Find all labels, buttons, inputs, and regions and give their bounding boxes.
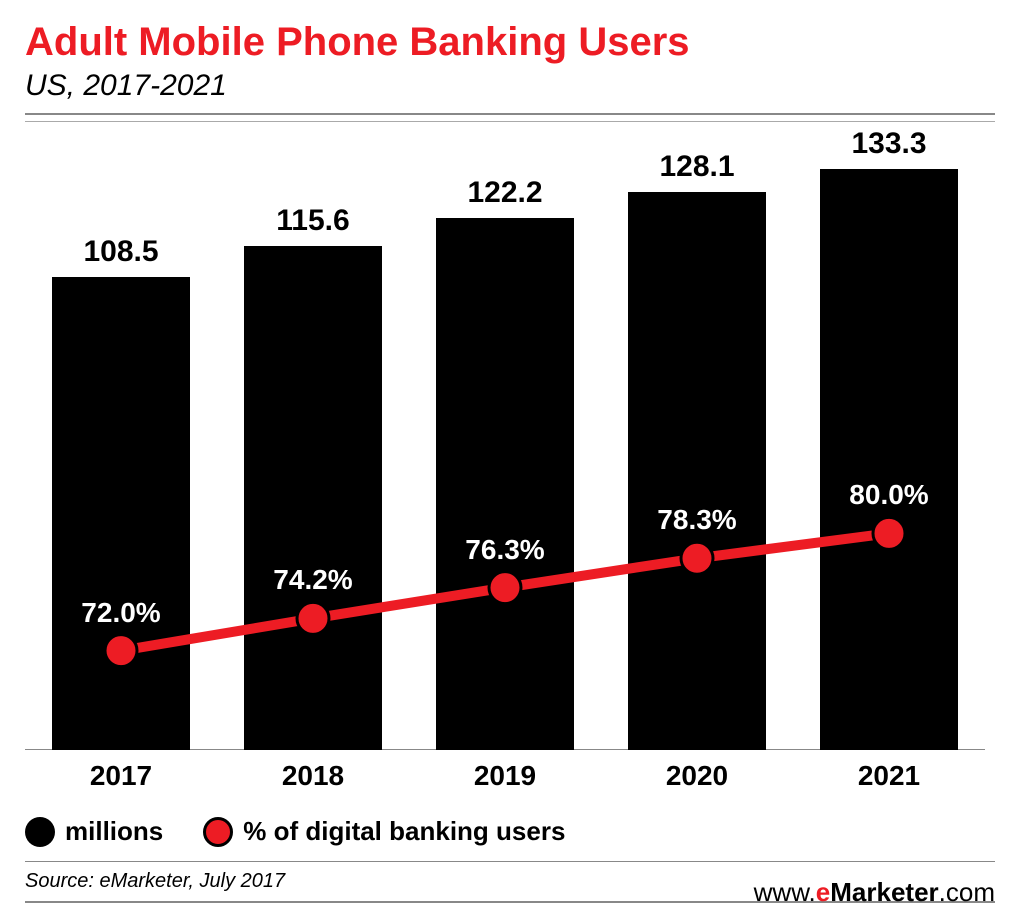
- bar-value-label: 122.2: [436, 176, 574, 210]
- percent-label: 78.3%: [657, 504, 736, 536]
- x-axis-label: 2019: [409, 760, 601, 792]
- bar: 133.3: [820, 169, 958, 750]
- watermark-prefix: www.: [754, 877, 816, 907]
- chart-area: 108.5 115.6 122.2 128.1 133.3 72.0% 74.2% 76.3%…: [25, 140, 985, 750]
- percent-label: 74.2%: [273, 564, 352, 596]
- legend-item-millions: millions: [25, 816, 163, 847]
- divider-top-2: [25, 121, 995, 122]
- percent-label: 76.3%: [465, 534, 544, 566]
- x-axis-label: 2017: [25, 760, 217, 792]
- bar-value-label: 133.3: [820, 127, 958, 161]
- watermark-e: e: [816, 877, 830, 907]
- x-axis-label: 2021: [793, 760, 985, 792]
- percent-label: 72.0%: [81, 597, 160, 629]
- legend-swatch-millions: [25, 817, 55, 847]
- legend-swatch-percent: [203, 817, 233, 847]
- legend-label-millions: millions: [65, 816, 163, 847]
- bar: 128.1: [628, 192, 766, 750]
- bar-value-label: 108.5: [52, 235, 190, 269]
- watermark-suffix: .com: [939, 877, 995, 907]
- x-axis-labels: 20172018201920202021: [25, 760, 985, 792]
- divider-bottom-1: [25, 861, 995, 862]
- bar-value-label: 115.6: [244, 204, 382, 238]
- x-axis-label: 2020: [601, 760, 793, 792]
- percent-label: 80.0%: [849, 479, 928, 511]
- bar-value-label: 128.1: [628, 150, 766, 184]
- watermark: www.eMarketer.com: [754, 877, 995, 908]
- chart-subtitle: US, 2017-2021: [25, 69, 995, 103]
- legend-label-percent: % of digital banking users: [243, 816, 565, 847]
- bar: 108.5: [52, 277, 190, 750]
- bar: 122.2: [436, 218, 574, 750]
- watermark-marketer: Marketer: [830, 877, 938, 907]
- chart-title: Adult Mobile Phone Banking Users: [25, 20, 995, 65]
- legend-item-percent: % of digital banking users: [203, 816, 565, 847]
- bar: 115.6: [244, 246, 382, 750]
- x-axis-label: 2018: [217, 760, 409, 792]
- divider-top-1: [25, 113, 995, 115]
- legend: millions % of digital banking users: [25, 816, 995, 847]
